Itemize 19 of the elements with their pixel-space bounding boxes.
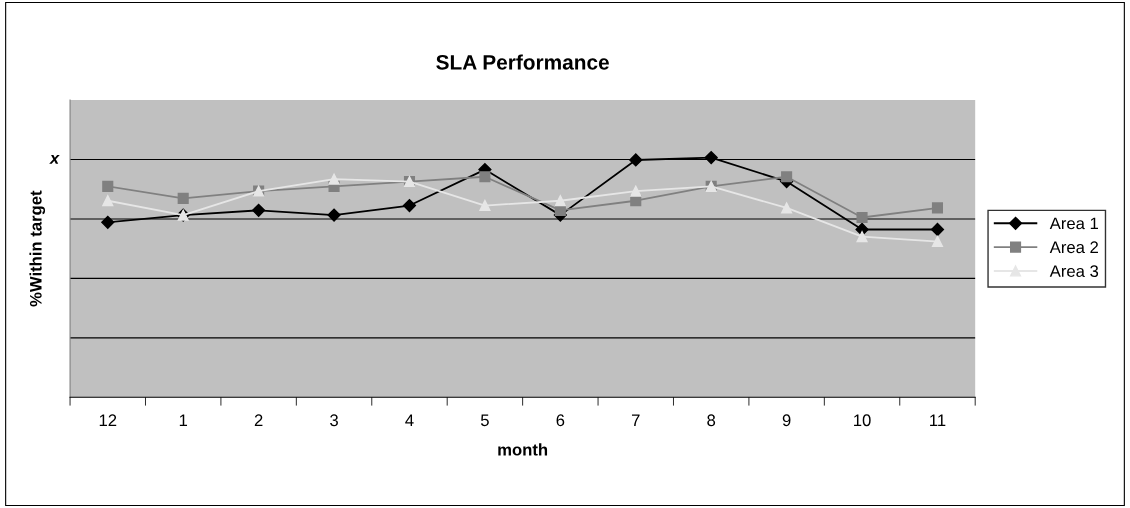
x-tick-label: 12 — [99, 414, 117, 426]
legend-label: Area 3 — [1049, 265, 1099, 278]
chart-title: SLA Performance — [436, 54, 609, 70]
x-tick-label: 2 — [254, 414, 263, 426]
x-tick-label: 7 — [631, 414, 640, 426]
legend-label: Area 2 — [1049, 241, 1098, 254]
x-tick-label: 11 — [930, 414, 946, 426]
x-tick-label: 9 — [782, 414, 791, 427]
x-axis-title: month — [498, 443, 548, 456]
x-tick-label: 3 — [330, 414, 338, 427]
x-tick-label: 1 — [179, 414, 188, 426]
legend-label: Area 1 — [1049, 217, 1099, 230]
x-tick-label: 4 — [405, 414, 414, 426]
x-tick-label: 6 — [556, 414, 565, 427]
x-tick-label: 8 — [707, 414, 716, 427]
x-tick-label: 5 — [480, 414, 489, 427]
x-tick-label: 10 — [854, 414, 871, 427]
y-axis-title: %Within target — [29, 190, 46, 307]
text: x — [49, 155, 60, 164]
